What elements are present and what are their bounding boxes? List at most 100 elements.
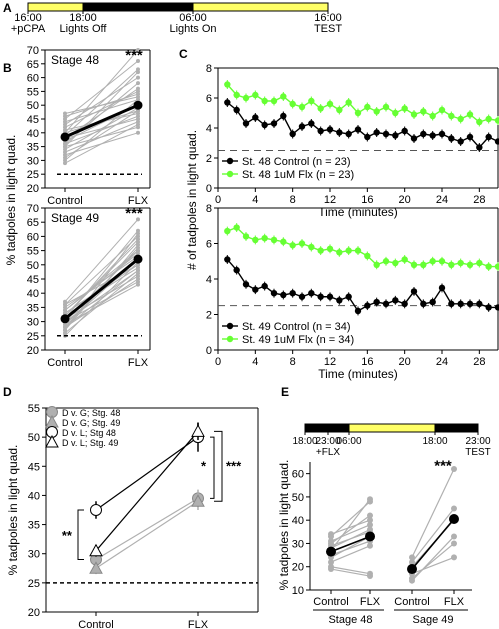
- individual-line: [64, 230, 139, 320]
- data-point: [336, 297, 343, 304]
- timeline-event-label: TEST: [314, 23, 342, 35]
- mean-line: [411, 518, 455, 570]
- 2-x-tick-label: 28: [473, 194, 485, 206]
- individual-point: [63, 111, 67, 116]
- mean-line: [64, 103, 139, 139]
- 5-y-tick-label: 30: [292, 538, 304, 550]
- series-line: [95, 497, 199, 561]
- x-category-label: Control: [313, 596, 348, 608]
- individual-line: [330, 545, 371, 563]
- individual-point: [63, 144, 67, 149]
- individual-line: [64, 281, 139, 323]
- paired-plot-B2: 20 25 30 35 40 45 50 55 60 65 70 Control FLX Stage 49…: [27, 203, 151, 369]
- data-point: [261, 234, 268, 242]
- 1-y-tick-label: 30: [27, 317, 39, 329]
- data-point: [401, 105, 408, 112]
- data-point: [298, 123, 306, 130]
- 0-y-tick-label: 60: [27, 73, 39, 85]
- individual-line: [330, 524, 371, 542]
- dark-period-bar: [304, 423, 350, 433]
- 3-y-tick-label: 2: [206, 310, 212, 322]
- data-point: [336, 249, 343, 256]
- data-point: [354, 307, 362, 315]
- x-category-label: Control: [47, 357, 82, 369]
- data-point: [242, 94, 250, 102]
- individual-point: [63, 299, 67, 304]
- dark-period-bar: [82, 2, 194, 12]
- individual-point: [63, 117, 67, 121]
- individual-point: [367, 496, 373, 503]
- legend-label: D v. G; Stg. 49: [62, 418, 120, 428]
- data-point: [336, 129, 343, 136]
- 4-y-tick-label: 35: [28, 520, 40, 532]
- individual-point: [451, 505, 457, 512]
- 2-x-tick-label: 4: [252, 194, 258, 206]
- data-point: [261, 97, 268, 105]
- individual-line: [330, 566, 371, 575]
- 1-y-tick-label: 55: [27, 246, 39, 258]
- data-point: [466, 261, 474, 268]
- individual-point: [136, 81, 140, 86]
- legend-swatch: [45, 414, 59, 428]
- 0-y-tick-label: 40: [27, 128, 39, 140]
- data-point: [438, 130, 446, 138]
- individual-point: [63, 119, 67, 124]
- light-period-bar: [348, 423, 436, 433]
- x-category-label: FLX: [360, 596, 381, 608]
- data-point: [298, 293, 306, 300]
- individual-point: [328, 531, 334, 538]
- light-period-bar: [192, 2, 329, 12]
- legend-label: St. 48 1uM Flx (n = 23): [242, 169, 354, 181]
- data-point: [373, 261, 380, 268]
- individual-point: [63, 158, 67, 163]
- individual-line: [330, 540, 371, 556]
- individual-line: [64, 107, 139, 150]
- individual-point: [63, 147, 67, 152]
- data-point: [242, 233, 250, 240]
- individual-line: [64, 99, 139, 123]
- 0-y-tick-label: 65: [27, 59, 39, 71]
- 2-y-tick-label: 6: [206, 93, 212, 105]
- individual-point: [136, 119, 140, 124]
- individual-line: [411, 508, 455, 563]
- mean-point: [407, 564, 417, 575]
- individual-point: [367, 517, 373, 524]
- timeline-event-label: Lights Off: [60, 23, 108, 35]
- individual-point: [136, 111, 140, 116]
- series-line: [95, 436, 199, 511]
- individual-line: [64, 68, 139, 136]
- individual-line: [411, 536, 455, 582]
- 3-y-tick-label: 6: [206, 239, 212, 251]
- individual-point: [63, 328, 67, 333]
- x-category-label: FLX: [128, 195, 149, 207]
- x-category-label: Control: [47, 195, 82, 207]
- summary-plot-D: 20 25 30 35 40 45 50 55 Control FLX % tadpoles in …: [6, 403, 259, 629]
- significance-bracket: [210, 436, 215, 499]
- 4-y-tick-label: 30: [28, 549, 40, 561]
- data-point: [392, 297, 399, 304]
- data-point: [382, 130, 390, 138]
- series-line: [226, 259, 498, 312]
- data-point: [364, 302, 371, 309]
- data-point: [420, 130, 427, 138]
- data-point: [485, 263, 492, 270]
- 2-x-tick-label: 12: [324, 194, 336, 206]
- 3-x-tick-label: 16: [361, 356, 373, 368]
- individual-point: [63, 152, 67, 157]
- significance-bracket: [77, 509, 84, 561]
- data-point: [233, 224, 240, 231]
- mean-point: [365, 531, 375, 542]
- plot-title: Stage 48: [51, 53, 99, 67]
- timeline-time-label: 18:00: [292, 436, 317, 447]
- 2-y-tick-label: 8: [206, 63, 212, 75]
- significance-stars: ***: [434, 457, 452, 474]
- individual-point: [136, 70, 140, 75]
- individual-point: [136, 282, 140, 287]
- mean-point: [133, 254, 143, 264]
- data-point: [420, 261, 427, 268]
- individual-point: [136, 240, 140, 245]
- 3-x-tick-label: 24: [436, 356, 448, 368]
